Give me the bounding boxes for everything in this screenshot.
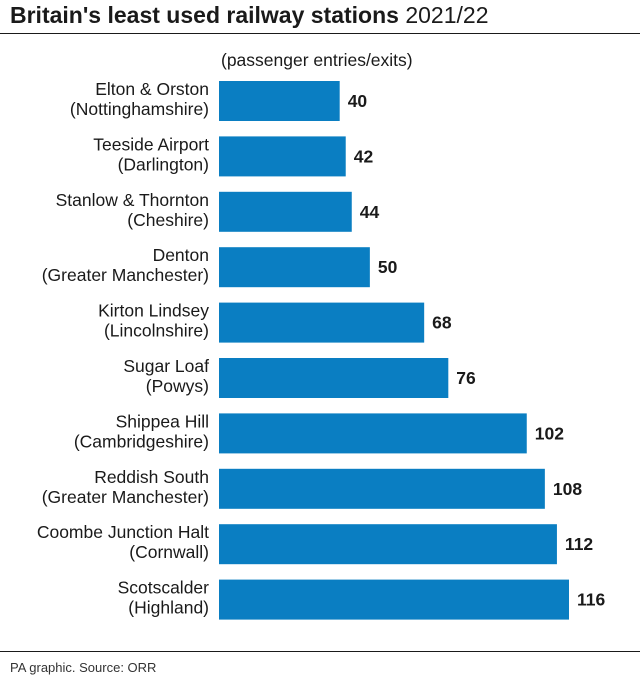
category-label-line: Coombe Junction Halt <box>37 522 209 542</box>
bar-2 <box>219 191 352 232</box>
category-label-3: Denton (Greater Manchester) <box>42 245 209 285</box>
category-label-line: (Highland) <box>128 598 209 618</box>
chart-title: Britain's least used railway stations 20… <box>10 2 488 29</box>
value-label-1: 42 <box>354 146 374 166</box>
category-label-line: (Cornwall) <box>129 542 209 562</box>
category-label-line: Elton & Orston <box>95 79 209 99</box>
category-label-line: (Nottinghamshire) <box>70 99 209 119</box>
value-label-0: 40 <box>348 91 368 111</box>
bar-3 <box>219 247 370 288</box>
value-label-7: 108 <box>553 479 582 499</box>
category-label-line: (Greater Manchester) <box>42 487 209 507</box>
category-label-line: (Powys) <box>146 376 209 396</box>
bar-1 <box>219 136 346 177</box>
category-label-6: Shippea Hill (Cambridgeshire) <box>74 411 209 451</box>
category-label-0: Elton & Orston (Nottinghamshire) <box>70 79 209 119</box>
bar-4 <box>219 302 425 343</box>
category-label-line: Sugar Loaf <box>123 356 209 376</box>
value-label-8: 112 <box>565 534 593 554</box>
chart-subtitle: (passenger entries/exits) <box>221 50 413 70</box>
bar-5 <box>219 358 449 398</box>
chart-title-year: 2021/22 <box>405 2 489 28</box>
category-label-8: Coombe Junction Halt (Cornwall) <box>37 522 209 562</box>
category-label-line: Stanlow & Thornton <box>56 190 209 210</box>
category-label-line: (Cheshire) <box>127 210 209 230</box>
category-label-line: Kirton Lindsey <box>98 301 209 321</box>
category-label-7: Reddish South (Greater Manchester) <box>42 467 209 507</box>
category-label-line: (Darlington) <box>118 154 209 174</box>
category-label-line: Denton <box>153 245 209 265</box>
bar-9 <box>219 579 569 620</box>
category-label-line: Reddish South <box>94 467 209 487</box>
category-label-5: Sugar Loaf (Powys) <box>123 356 209 396</box>
value-label-2: 44 <box>360 202 380 222</box>
source-note: PA graphic. Source: ORR <box>10 660 157 675</box>
value-label-3: 50 <box>378 257 398 277</box>
category-label-9: Scotscalder (Highland) <box>118 578 210 618</box>
category-label-line: (Lincolnshire) <box>104 321 209 341</box>
value-label-4: 68 <box>432 313 452 333</box>
category-label-line: (Greater Manchester) <box>42 265 209 285</box>
title-divider <box>0 33 640 34</box>
category-label-line: Shippea Hill <box>116 411 209 431</box>
bar-0 <box>219 81 340 121</box>
chart-title-main: Britain's least used railway stations <box>10 2 399 28</box>
value-label-9: 116 <box>577 590 605 610</box>
category-label-1: Teeside Airport (Darlington) <box>93 134 209 174</box>
category-label-2: Stanlow & Thornton (Cheshire) <box>56 190 209 230</box>
value-label-5: 76 <box>456 368 476 388</box>
category-label-line: Teeside Airport <box>93 134 209 154</box>
value-label-6: 102 <box>535 423 564 443</box>
footer-divider <box>0 651 640 652</box>
category-label-line: Scotscalder <box>118 578 210 598</box>
category-label-4: Kirton Lindsey (Lincolnshire) <box>98 301 209 341</box>
bar-6 <box>219 413 527 454</box>
bar-7 <box>219 468 545 509</box>
bar-8 <box>219 524 557 565</box>
category-label-line: (Cambridgeshire) <box>74 431 209 451</box>
